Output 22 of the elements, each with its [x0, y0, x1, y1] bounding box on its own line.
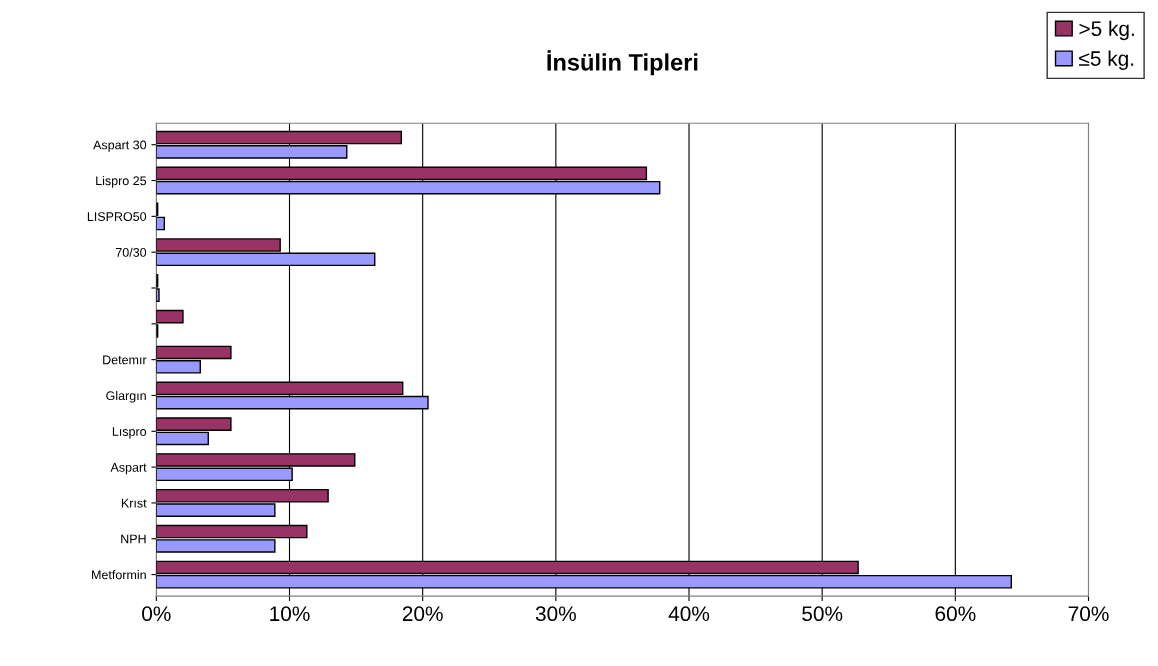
- y-tick-label: Glargın: [106, 390, 146, 403]
- x-tick-label: 20%: [402, 606, 443, 622]
- y-tick-label: Lispro 25: [96, 176, 147, 188]
- legend-label: ≤5 kg.: [1079, 50, 1134, 71]
- chart-title: İnsülin Tipleri: [547, 50, 698, 76]
- y-tick-label: Aspart: [110, 463, 147, 475]
- y-tick-label: Metformin: [92, 570, 146, 580]
- x-tick-label: 10%: [270, 606, 310, 622]
- x-tick-label: 50%: [802, 606, 843, 622]
- y-tick-label: 70/30: [115, 247, 147, 257]
- y-tick-label: Krıst: [121, 498, 147, 508]
- x-tick-label: 40%: [668, 606, 710, 622]
- y-tick-label: Aspart 30: [93, 140, 147, 152]
- y-tick-label: NPH: [121, 534, 146, 544]
- legend-label: >5 kg.: [1079, 20, 1134, 41]
- y-tick-label: Lıspro: [112, 427, 147, 439]
- x-tick-label: 30%: [535, 606, 576, 622]
- x-tick-label: 70%: [1068, 606, 1109, 622]
- y-tick-label: LISPRO50: [87, 212, 147, 221]
- y-tick-label: Detemır: [103, 355, 147, 365]
- x-tick-label: 0%: [142, 606, 171, 622]
- x-tick-label: 60%: [935, 606, 976, 622]
